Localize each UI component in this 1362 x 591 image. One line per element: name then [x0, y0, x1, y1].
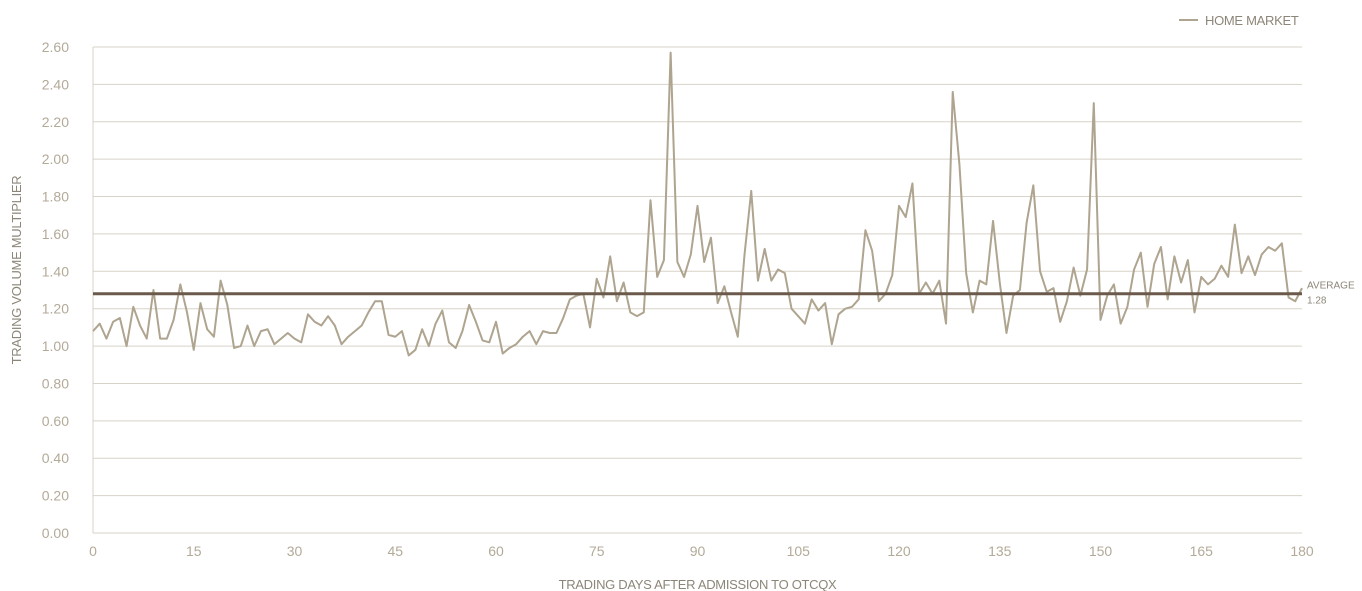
y-tick-label: 2.00 [42, 151, 69, 167]
x-tick-label: 105 [787, 543, 811, 559]
y-axis-title: TRADING VOLUME MULTIPLIER [9, 176, 24, 365]
y-tick-label: 1.00 [42, 338, 69, 354]
y-tick-label: 0.40 [42, 450, 69, 466]
legend: HOME MARKET [1179, 13, 1299, 28]
legend-label-home-market: HOME MARKET [1205, 13, 1299, 28]
x-tick-label: 15 [186, 543, 202, 559]
x-tick-label: 60 [488, 543, 504, 559]
reference-lines: AVERAGE 1.28 [93, 281, 1355, 307]
y-tick-label: 1.80 [42, 189, 69, 205]
average-label: AVERAGE [1307, 281, 1355, 292]
average-value-label: 1.28 [1307, 296, 1327, 307]
y-tick-label: 0.60 [42, 413, 69, 429]
y-tick-label: 1.40 [42, 263, 69, 279]
gridlines [93, 46, 1302, 534]
y-tick-label: 0.20 [42, 488, 69, 504]
x-tick-label: 0 [89, 543, 97, 559]
x-tick-label: 90 [690, 543, 706, 559]
x-tick-label: 150 [1089, 543, 1113, 559]
x-tick-label: 30 [287, 543, 303, 559]
y-tick-label: 2.40 [42, 76, 69, 92]
x-tick-label: 120 [887, 543, 911, 559]
y-tick-label: 1.20 [42, 301, 69, 317]
y-tick-label: 2.20 [42, 114, 69, 130]
series-line-home-market [92, 51, 1303, 357]
series-group [92, 51, 1303, 357]
y-tick-label: 0.00 [42, 525, 69, 541]
y-tick-label: 0.80 [42, 375, 69, 391]
x-tick-label: 180 [1290, 543, 1314, 559]
x-tick-label: 165 [1190, 543, 1214, 559]
y-tick-label: 1.60 [42, 226, 69, 242]
x-tick-label: 75 [589, 543, 605, 559]
x-axis-title: TRADING DAYS AFTER ADMISSION TO OTCQX [559, 577, 837, 591]
y-tick-label: 2.60 [42, 39, 69, 55]
x-tick-labels: 0 15 30 45 60 75 90 105 120 135 150 165 180 [89, 543, 1314, 559]
x-tick-label: 45 [387, 543, 403, 559]
y-tick-labels: 0.00 0.20 0.40 0.60 0.80 1.00 1.20 1.40 1.60 1.80… [42, 39, 69, 541]
x-tick-label: 135 [988, 543, 1012, 559]
